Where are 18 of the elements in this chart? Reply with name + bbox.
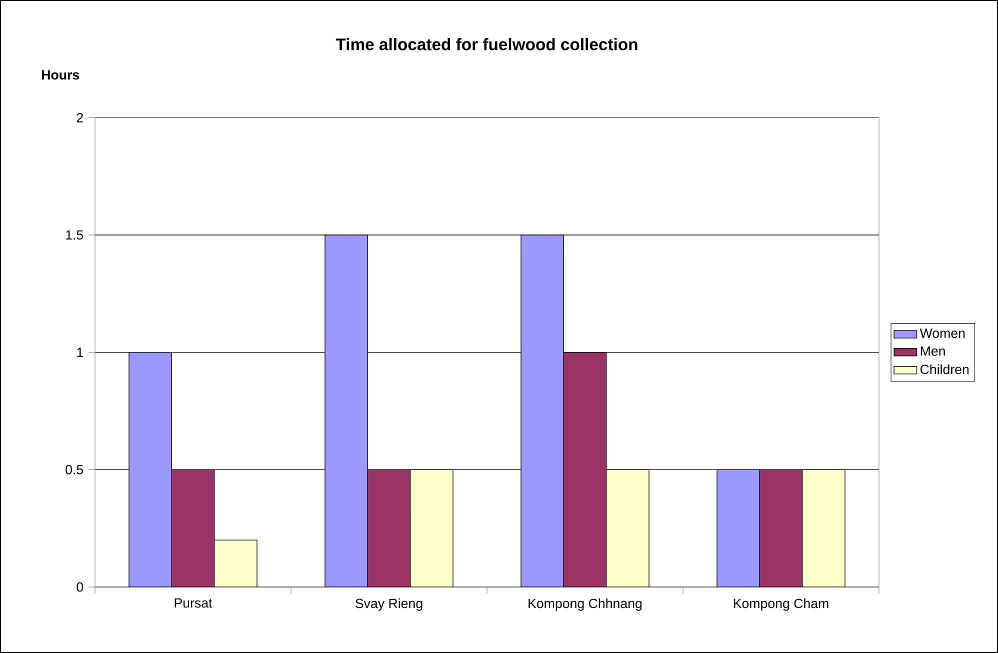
x-tick-label: Pursat xyxy=(174,598,212,608)
y-tick-label: 2 xyxy=(76,113,83,122)
bar xyxy=(606,469,650,587)
legend-label: Women xyxy=(920,328,965,338)
y-tick-label: 0.5 xyxy=(66,464,84,474)
bar xyxy=(410,469,454,587)
y-axis-title: Hours xyxy=(42,70,80,80)
x-tick-label: Kompong Chhnang xyxy=(528,598,642,611)
chart-title: Time allocated for fuelwood collection xyxy=(336,38,638,50)
x-tick-label: Kompong Cham xyxy=(734,598,828,611)
legend-label: Children xyxy=(920,364,969,374)
y-tick-label: 0 xyxy=(76,582,84,592)
y-tick-label: 1 xyxy=(77,348,83,357)
bar xyxy=(214,540,258,587)
x-tick-label: Svay Rieng xyxy=(356,598,422,611)
legend-label: Men xyxy=(920,346,945,356)
bar xyxy=(802,469,846,587)
y-tick-label: 1.5 xyxy=(66,230,84,240)
